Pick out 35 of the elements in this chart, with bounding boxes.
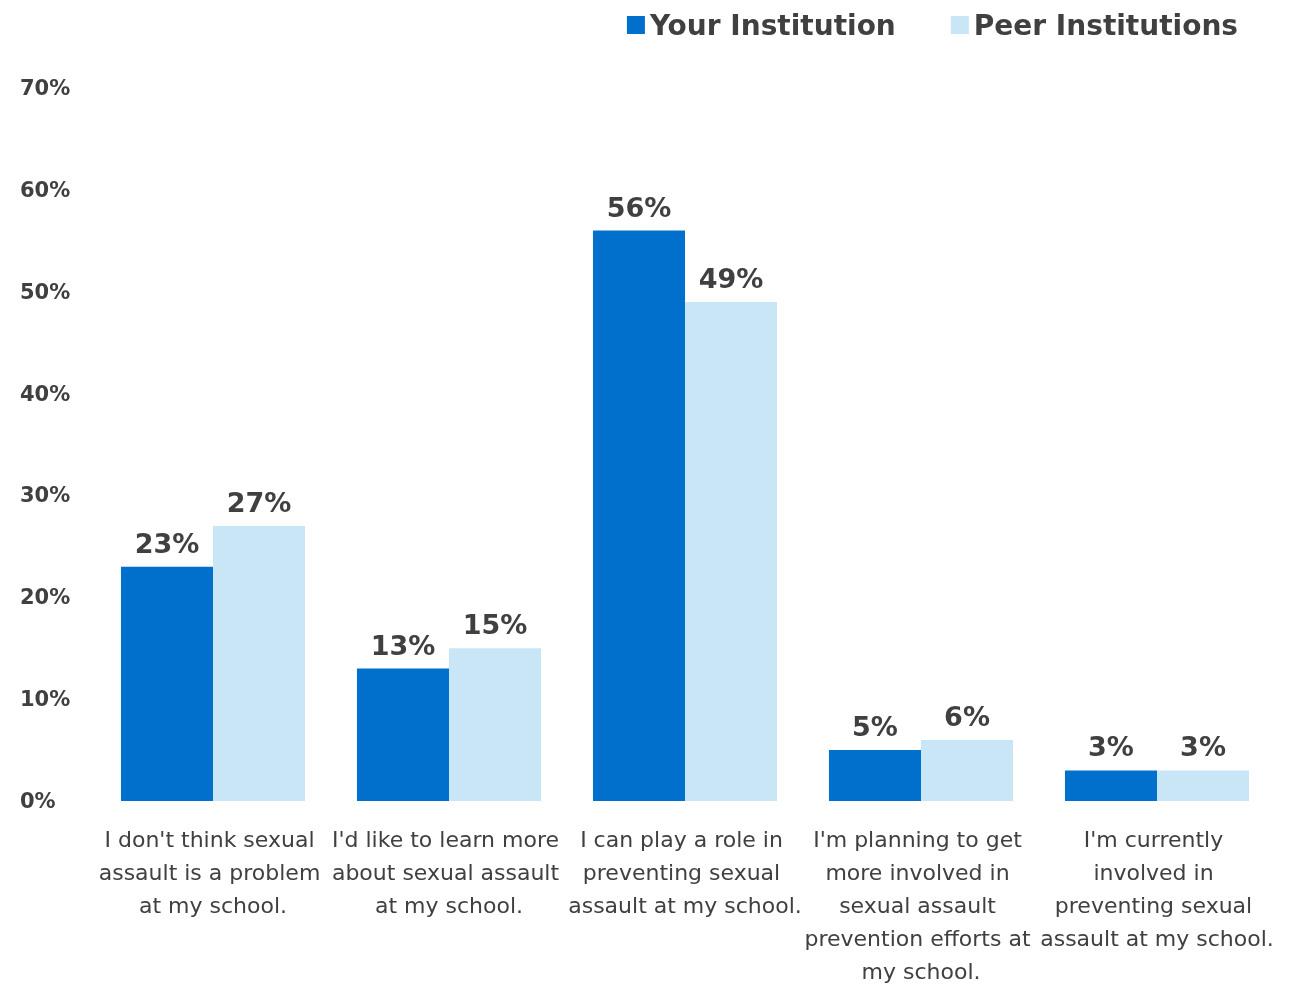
y-tick-label: 0% xyxy=(20,789,56,813)
bar xyxy=(685,301,778,801)
data-label: 27% xyxy=(226,486,292,518)
y-tick-label: 40% xyxy=(20,381,71,406)
data-label: 3% xyxy=(1180,731,1226,763)
x-tick-label: I'm currently involved in preventing sexual assault at my school. xyxy=(1040,827,1274,951)
x-tick-label: I can play a role in preventing sexual assault at my school. xyxy=(568,827,802,918)
bar xyxy=(120,566,213,801)
data-label: 56% xyxy=(606,191,672,223)
y-tick-label: 70% xyxy=(20,76,71,100)
y-tick-label: 30% xyxy=(20,483,71,508)
data-label: 49% xyxy=(698,262,764,294)
bar xyxy=(1157,770,1250,801)
y-tick-label: 60% xyxy=(20,177,71,202)
bar xyxy=(592,230,685,801)
data-label: 5% xyxy=(852,711,898,743)
x-tick-label: I don't think sexual assault is a problem at my school. xyxy=(98,827,328,918)
legend-label: Peer Institutions xyxy=(973,8,1239,42)
y-tick-label: 10% xyxy=(20,687,71,712)
bar xyxy=(213,525,306,801)
bar xyxy=(921,739,1014,801)
bar xyxy=(828,750,921,801)
data-label: 15% xyxy=(462,609,528,641)
data-label: 23% xyxy=(134,527,200,559)
x-tick-label: I'm planning to get more involved in sexual assault prevention efforts at my school. xyxy=(804,827,1038,984)
bar xyxy=(1064,770,1157,801)
y-tick-label: 50% xyxy=(20,279,71,304)
data-label: 6% xyxy=(944,700,990,732)
bar xyxy=(449,648,542,801)
x-tick-label: I'd like to learn more about sexual assault at my school. xyxy=(331,827,567,918)
bar xyxy=(356,668,449,801)
y-tick-label: 20% xyxy=(20,585,71,610)
data-label: 3% xyxy=(1088,731,1134,763)
data-label: 13% xyxy=(370,629,436,661)
legend-label: Your Institution xyxy=(648,8,896,42)
